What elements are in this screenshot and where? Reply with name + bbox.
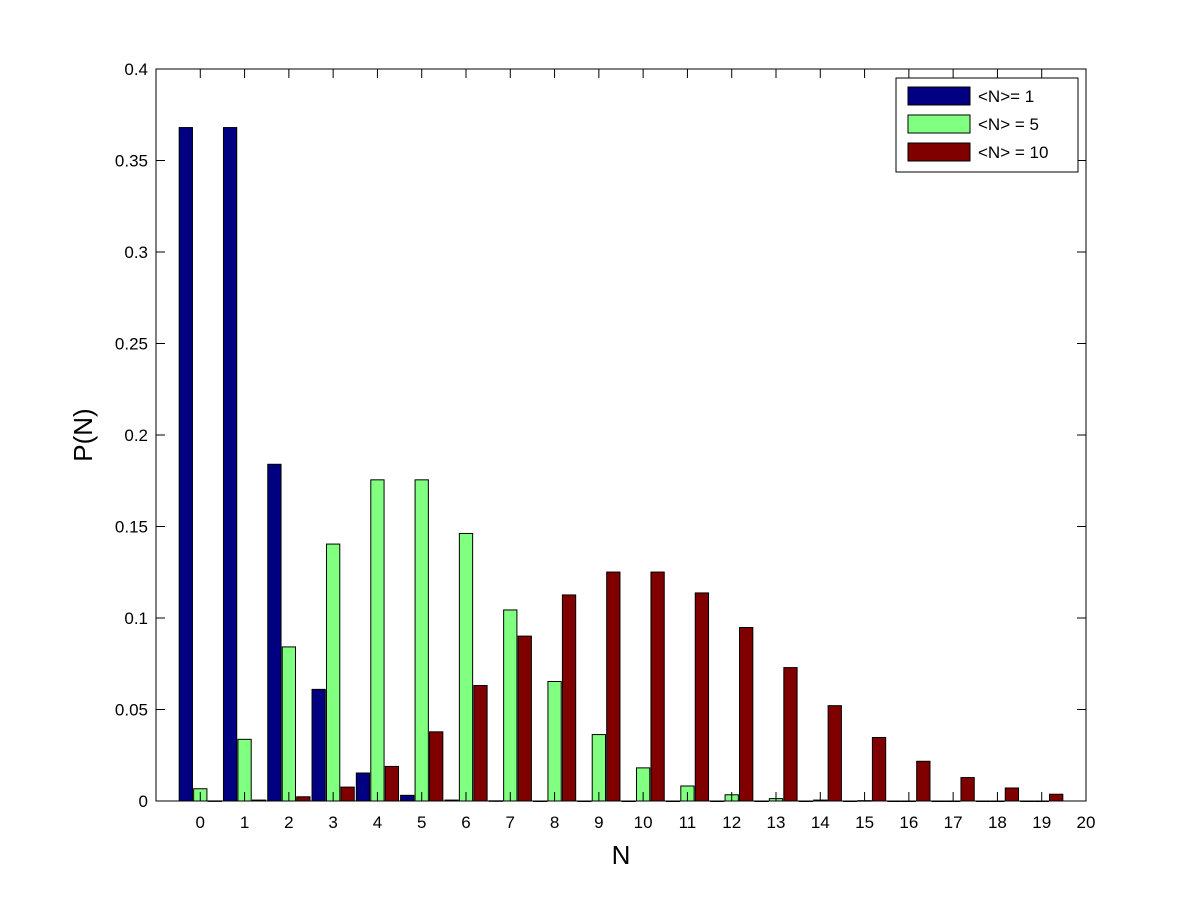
x-tick-label: 19 xyxy=(1032,813,1051,832)
legend-label: <N>= 1 xyxy=(978,87,1034,106)
legend: <N>= 1 <N> = 5 <N> = 10 xyxy=(895,77,1079,173)
x-tick-label: 4 xyxy=(373,813,382,832)
y-tick-label: 0.2 xyxy=(124,426,148,445)
x-tick-label: 20 xyxy=(1077,813,1096,832)
x-tick-label: 8 xyxy=(550,813,559,832)
bar xyxy=(960,777,975,802)
bar xyxy=(311,688,326,802)
x-tick-label: 17 xyxy=(944,813,963,832)
bar xyxy=(591,734,607,802)
y-axis-title: P(N) xyxy=(68,408,98,461)
bar xyxy=(355,772,371,802)
bar xyxy=(561,594,577,802)
bar xyxy=(606,571,621,802)
x-tick-label: 1 xyxy=(240,813,249,832)
bar xyxy=(267,463,282,802)
bar xyxy=(178,127,193,802)
x-tick-label: 0 xyxy=(196,813,205,832)
y-tick-label: 0.15 xyxy=(115,518,148,537)
x-tick-label: 18 xyxy=(988,813,1007,832)
bar xyxy=(547,681,562,802)
x-tick-label: 12 xyxy=(722,813,741,832)
y-tick-label: 0 xyxy=(139,792,148,811)
x-tick-label: 10 xyxy=(634,813,653,832)
bar xyxy=(503,609,518,802)
bar xyxy=(916,760,931,802)
plot-area-background xyxy=(156,69,1086,801)
legend-swatch xyxy=(907,86,971,106)
bar xyxy=(458,532,474,802)
x-tick-label: 11 xyxy=(679,813,697,832)
bar xyxy=(1049,793,1064,802)
bar xyxy=(340,786,355,802)
y-tick-label: 0.35 xyxy=(115,152,148,171)
bar xyxy=(237,738,252,802)
bar xyxy=(739,627,754,802)
bars-layer xyxy=(178,127,1064,802)
legend-swatch xyxy=(907,142,971,162)
bar xyxy=(222,127,238,802)
bar xyxy=(650,571,665,802)
x-tick-label: 15 xyxy=(855,813,874,832)
bar xyxy=(370,479,385,802)
bar xyxy=(281,646,297,802)
bar xyxy=(429,731,444,802)
x-tick-label: 2 xyxy=(284,813,293,832)
legend-label: <N> = 10 xyxy=(978,143,1048,162)
y-tick-label: 0.4 xyxy=(124,60,148,79)
x-axis-title: N xyxy=(612,840,631,870)
y-tick-label: 0.05 xyxy=(115,701,148,720)
x-tick-label: 14 xyxy=(811,813,830,832)
ticks-layer: 0 1 2 3 4 5 6 7 8 9 10 11 12 13 14 15 16 17 18 19 2000.050.1… xyxy=(115,60,1096,832)
x-tick-label: 3 xyxy=(328,813,337,832)
bar xyxy=(827,705,842,802)
bar xyxy=(296,796,311,802)
bar xyxy=(414,479,429,802)
bar xyxy=(871,736,887,802)
bar xyxy=(783,667,798,802)
y-tick-label: 0.25 xyxy=(115,335,148,354)
bar xyxy=(326,543,341,802)
bar xyxy=(384,765,400,802)
x-tick-label: 9 xyxy=(594,813,603,832)
legend-label: <N> = 5 xyxy=(978,115,1039,134)
bar xyxy=(1004,787,1020,802)
x-tick-label: 7 xyxy=(506,813,515,832)
x-tick-label: 13 xyxy=(767,813,786,832)
bar xyxy=(400,794,415,802)
bar xyxy=(517,635,532,802)
legend-swatch xyxy=(907,114,971,134)
y-tick-label: 0.3 xyxy=(124,243,148,262)
bar xyxy=(473,685,488,802)
x-tick-label: 6 xyxy=(461,813,470,832)
x-tick-label: 16 xyxy=(899,813,918,832)
x-tick-label: 5 xyxy=(417,813,426,832)
bar xyxy=(694,592,710,802)
y-tick-label: 0.1 xyxy=(124,609,148,628)
